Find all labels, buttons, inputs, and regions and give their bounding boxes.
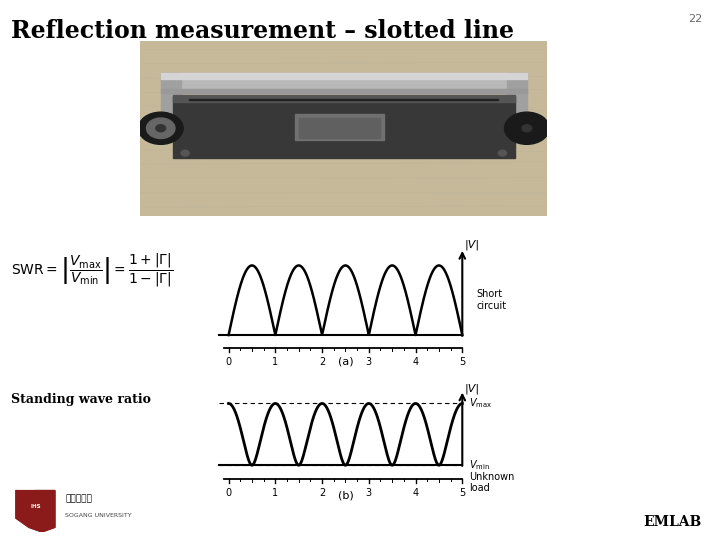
- Text: Reflection measurement – slotted line: Reflection measurement – slotted line: [11, 19, 514, 43]
- Text: 4: 4: [413, 488, 418, 498]
- Text: Short
circuit: Short circuit: [477, 289, 506, 311]
- Circle shape: [522, 125, 532, 132]
- Circle shape: [146, 118, 175, 138]
- Text: 4: 4: [413, 357, 418, 367]
- Text: |V|: |V|: [464, 239, 480, 250]
- Circle shape: [505, 112, 549, 144]
- Text: $\mathrm{SWR} = \left|\dfrac{V_{\max}}{V_{\min}}\right| = \dfrac{1+|\Gamma|}{1-|: $\mathrm{SWR} = \left|\dfrac{V_{\max}}{V…: [11, 251, 173, 289]
- Circle shape: [138, 112, 183, 144]
- Text: |V|: |V|: [464, 383, 480, 394]
- Text: 3: 3: [366, 488, 372, 498]
- Text: 1: 1: [272, 357, 279, 367]
- Text: SOGANG UNIVERSITY: SOGANG UNIVERSITY: [66, 514, 132, 518]
- Text: $V_{\mathrm{min}}$: $V_{\mathrm{min}}$: [469, 458, 490, 472]
- Text: 5: 5: [459, 357, 465, 367]
- Text: 서강대학교: 서강대학교: [66, 494, 92, 503]
- Bar: [173, 96, 515, 158]
- Text: IHS: IHS: [30, 504, 41, 509]
- Text: 3: 3: [366, 357, 372, 367]
- Text: 1: 1: [272, 488, 279, 498]
- Text: Standing wave ratio: Standing wave ratio: [11, 393, 150, 406]
- Text: 2: 2: [319, 357, 325, 367]
- Polygon shape: [16, 490, 55, 532]
- Text: Unknown
load: Unknown load: [469, 471, 515, 493]
- Bar: [507, 73, 527, 123]
- Bar: [161, 73, 181, 123]
- Text: (b): (b): [338, 490, 354, 500]
- Text: 0: 0: [225, 488, 232, 498]
- Bar: [189, 99, 498, 100]
- Bar: [295, 113, 384, 140]
- Bar: [173, 94, 515, 102]
- Text: EMLAB: EMLAB: [644, 515, 702, 529]
- Bar: [161, 73, 527, 93]
- Circle shape: [498, 150, 507, 156]
- Text: $V_{\mathrm{max}}$: $V_{\mathrm{max}}$: [469, 396, 492, 410]
- Text: 2: 2: [319, 488, 325, 498]
- Bar: [161, 89, 527, 93]
- Bar: [161, 73, 527, 78]
- Text: 5: 5: [459, 488, 465, 498]
- Circle shape: [156, 125, 166, 132]
- Text: 0: 0: [225, 357, 232, 367]
- Circle shape: [181, 150, 189, 156]
- Text: 22: 22: [688, 14, 702, 24]
- Bar: [299, 118, 380, 138]
- Text: (a): (a): [338, 356, 354, 366]
